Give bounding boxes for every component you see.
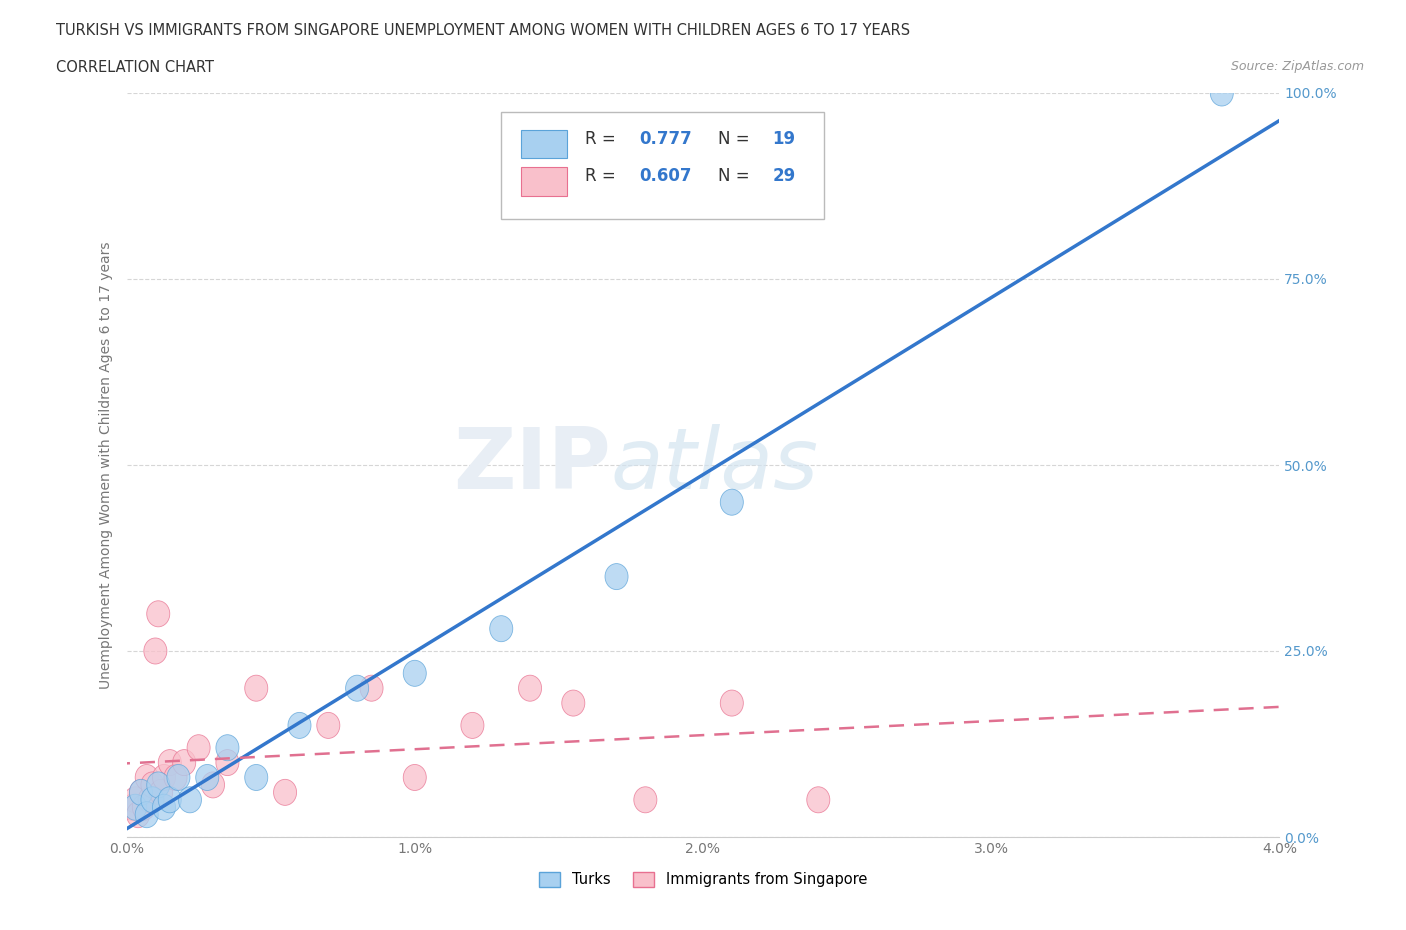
Ellipse shape [634,787,657,813]
Ellipse shape [217,750,239,776]
Ellipse shape [195,764,219,790]
Text: 29: 29 [772,167,796,185]
Ellipse shape [141,787,165,813]
Ellipse shape [165,764,187,790]
Ellipse shape [461,712,484,738]
Text: ZIP: ZIP [453,423,610,507]
Ellipse shape [316,712,340,738]
Text: N =: N = [718,167,755,185]
Ellipse shape [519,675,541,701]
Ellipse shape [138,787,162,813]
Text: 19: 19 [772,130,796,148]
Ellipse shape [201,772,225,798]
Ellipse shape [135,802,159,828]
Ellipse shape [143,638,167,664]
Ellipse shape [346,675,368,701]
Ellipse shape [146,772,170,798]
Ellipse shape [159,750,181,776]
Text: N =: N = [718,130,755,148]
Ellipse shape [167,764,190,790]
Ellipse shape [149,779,173,805]
Text: R =: R = [585,167,621,185]
Ellipse shape [217,735,239,761]
Ellipse shape [132,794,155,820]
Ellipse shape [360,675,382,701]
Ellipse shape [135,764,159,790]
Ellipse shape [152,764,176,790]
Text: 0.607: 0.607 [640,167,692,185]
Ellipse shape [489,616,513,642]
FancyBboxPatch shape [501,112,824,219]
Text: CORRELATION CHART: CORRELATION CHART [56,60,214,75]
Ellipse shape [141,772,165,798]
Ellipse shape [146,601,170,627]
Text: atlas: atlas [610,423,818,507]
Ellipse shape [129,779,152,805]
Ellipse shape [245,764,267,790]
Ellipse shape [124,787,146,813]
Ellipse shape [562,690,585,716]
Ellipse shape [124,794,146,820]
Ellipse shape [187,735,209,761]
Ellipse shape [127,802,149,828]
Ellipse shape [404,764,426,790]
Ellipse shape [274,779,297,805]
Text: TURKISH VS IMMIGRANTS FROM SINGAPORE UNEMPLOYMENT AMONG WOMEN WITH CHILDREN AGES: TURKISH VS IMMIGRANTS FROM SINGAPORE UNE… [56,23,910,38]
Ellipse shape [129,779,152,805]
Text: Source: ZipAtlas.com: Source: ZipAtlas.com [1230,60,1364,73]
Ellipse shape [288,712,311,738]
Legend: Turks, Immigrants from Singapore: Turks, Immigrants from Singapore [533,866,873,893]
Y-axis label: Unemployment Among Women with Children Ages 6 to 17 years: Unemployment Among Women with Children A… [98,241,112,689]
Ellipse shape [807,787,830,813]
Text: 0.777: 0.777 [640,130,692,148]
Ellipse shape [159,787,181,813]
Ellipse shape [152,794,176,820]
Ellipse shape [121,794,143,820]
Ellipse shape [1211,80,1233,106]
Ellipse shape [720,489,744,515]
Text: R =: R = [585,130,621,148]
Ellipse shape [173,750,195,776]
Ellipse shape [720,690,744,716]
FancyBboxPatch shape [520,130,567,158]
Ellipse shape [404,660,426,686]
Ellipse shape [245,675,267,701]
FancyBboxPatch shape [520,167,567,195]
Ellipse shape [605,564,628,590]
Ellipse shape [179,787,201,813]
